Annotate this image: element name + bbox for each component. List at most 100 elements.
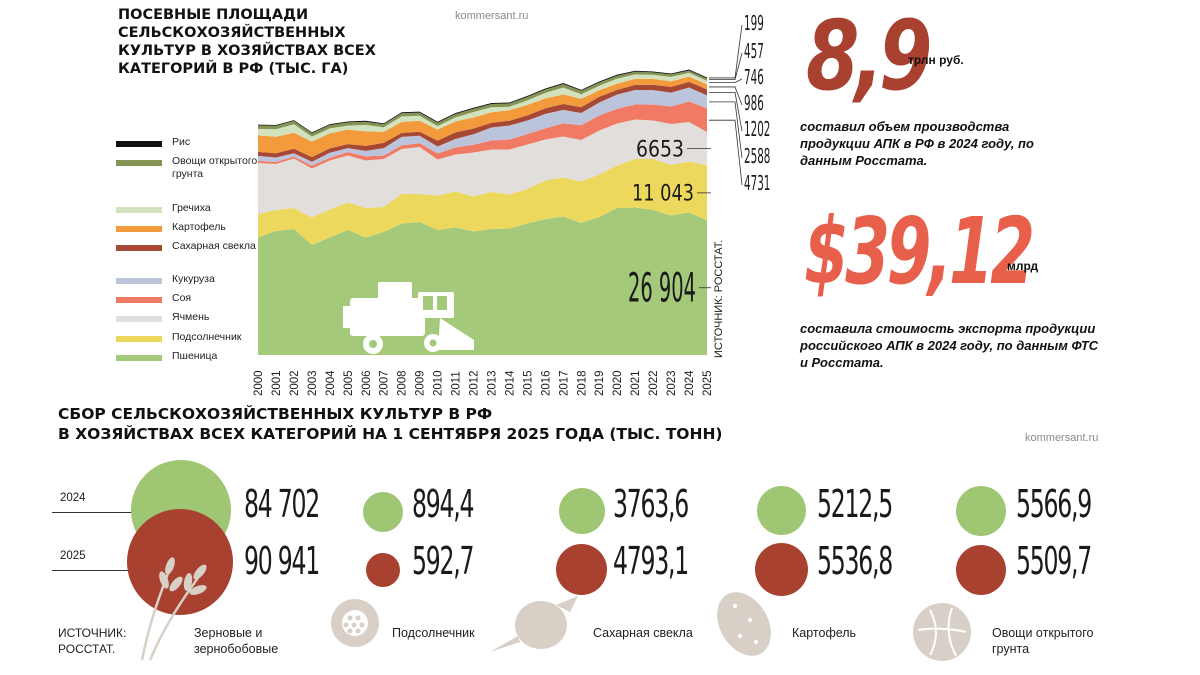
grain-label: Зерновые и зернобобовые: [194, 626, 279, 656]
year-label-2024: 2024: [60, 492, 86, 504]
legend-swatch: [116, 336, 162, 342]
potato-2025-circle: [755, 543, 808, 596]
legend-swatch: [116, 141, 162, 147]
beet-2025-value: 4793,1: [613, 539, 689, 583]
sunflower-2025-value: 592,7: [412, 539, 474, 583]
harvester-icon: [343, 282, 474, 354]
end-label: 4731: [744, 171, 770, 195]
year-tick-label: 2002: [289, 370, 301, 396]
potato-2025-value: 5536,8: [817, 539, 893, 583]
end-label-leader: [709, 78, 743, 83]
site-credit-bottom: kommersant.ru: [1025, 432, 1099, 444]
vegetables-label: Овощи открытого грунта: [992, 626, 1094, 656]
harvest-title-line2: В ХОЗЯЙСТВАХ ВСЕХ КАТЕГОРИЙ НА 1 СЕНТЯБР…: [58, 425, 723, 443]
area-series: [258, 101, 707, 169]
vegetables-2024-value: 5566,9: [1016, 482, 1092, 526]
legend-swatch: [116, 226, 162, 232]
year-tick-label: 2023: [666, 370, 678, 396]
end-label: 199: [744, 11, 764, 35]
export-description: составила стоимость экспорта продукции р…: [800, 321, 1099, 370]
end-label-leader: [709, 119, 743, 186]
legend-item-corn: Кукуруза: [116, 273, 262, 286]
legend-item-buckwheat: Гречиха: [116, 202, 262, 215]
end-label-leader: [709, 24, 743, 79]
beet-2024-value: 3763,6: [613, 482, 689, 526]
legend-swatch: [116, 160, 162, 166]
area-series: [258, 76, 707, 158]
year-tick-label: 2024: [684, 370, 696, 396]
legend-item-barley: Ячмень: [116, 311, 262, 324]
year-label-2025: 2025: [60, 550, 86, 562]
year-tick-label: 2007: [379, 370, 391, 396]
legend-item-soy: Соя: [116, 292, 262, 305]
grain-2025-value: 90 941: [244, 539, 320, 583]
year-tick-label: 2020: [612, 370, 624, 396]
legend-swatch: [116, 297, 162, 303]
inner-series-label: 26 904: [628, 266, 696, 312]
production-description: составил объем производства продукции АП…: [800, 119, 1034, 168]
year-tick-label: 2011: [451, 371, 463, 396]
legend-item-sugar-beet: Сахарная свекла: [116, 240, 262, 253]
year-tick-label: 2003: [307, 370, 319, 396]
legend-swatch: [116, 207, 162, 213]
harvest-title-line1: СБОР СЕЛЬСКОХОЗЯЙСТВЕННЫХ КУЛЬТУР В РФ: [58, 405, 493, 423]
beet-2024-circle: [559, 488, 605, 534]
area-series: [258, 159, 707, 245]
year-tick-label: 2018: [576, 370, 588, 396]
end-label: 986: [744, 91, 764, 115]
legend-label: Картофель: [172, 221, 226, 233]
production-value: 8,9: [806, 0, 932, 112]
year-tick-label: 2019: [594, 370, 606, 396]
production-unit: трлн руб.: [908, 53, 964, 67]
legend-label: Рис: [172, 136, 191, 148]
legend-swatch: [116, 355, 162, 361]
end-label: 1202: [744, 117, 770, 141]
harvest-title: СБОР СЕЛЬСКОХОЗЯЙСТВЕННЫХ КУЛЬТУР В РФ В…: [58, 404, 723, 444]
export-value: $39,12: [804, 198, 1035, 305]
inner-series-label: 6653: [636, 137, 684, 162]
legend-label: Пшеница: [172, 350, 218, 362]
end-label-leader: [709, 101, 743, 159]
legend-label: Подсолнечник: [172, 331, 242, 343]
year-tick-label: 2009: [415, 370, 427, 396]
legend-label: Соя: [172, 292, 192, 304]
area-series: [258, 119, 707, 218]
end-label-leader: [709, 86, 743, 106]
year-tick-label: 2010: [433, 370, 445, 396]
vegetables-2024-circle: [956, 486, 1006, 536]
area-series: [258, 72, 707, 142]
site-credit-top: kommersant.ru: [455, 10, 529, 22]
area-chart-title: ПОСЕВНЫЕ ПЛОЩАДИ СЕЛЬСКОХОЗЯЙСТВЕННЫХ КУ…: [118, 7, 376, 77]
legend-label: Ячмень: [172, 311, 210, 323]
legend-label: Овощи открытого грунта: [172, 155, 258, 180]
end-label-leader: [709, 52, 743, 80]
year-tick-label: 2005: [343, 370, 355, 396]
potato-label: Картофель: [792, 626, 857, 640]
potato-2024-value: 5212,5: [817, 482, 893, 526]
year-tick-label: 2017: [558, 370, 570, 396]
year-tick-label: 2006: [361, 370, 373, 396]
end-label: 746: [744, 65, 764, 89]
year-tick-label: 2013: [486, 370, 498, 396]
legend-item-rice: Рис: [116, 136, 262, 149]
beet-label: Сахарная свекла: [593, 626, 693, 640]
legend-label: Гречиха: [172, 202, 211, 214]
year-tick-label: 2014: [504, 370, 516, 396]
end-label: 2588: [744, 144, 770, 168]
year-tick-label: 2021: [630, 370, 642, 396]
year-2024-leader: [52, 512, 150, 513]
year-tick-label: 2025: [702, 370, 714, 396]
grain-2025-circle: [127, 509, 233, 615]
potato-2024-circle: [757, 486, 806, 535]
legend-label: Сахарная свекла: [172, 240, 256, 252]
area-series: [258, 70, 707, 137]
year-tick-label: 2008: [397, 370, 409, 396]
year-tick-label: 2004: [325, 370, 337, 396]
end-label: 457: [744, 39, 764, 63]
grain-2024-value: 84 702: [244, 482, 320, 526]
area-series: [258, 69, 707, 134]
